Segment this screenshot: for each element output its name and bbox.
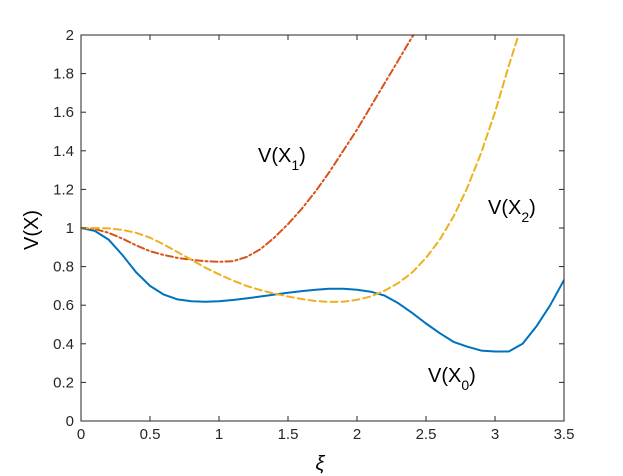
- axes: [80, 34, 565, 422]
- series-line-1: [81, 35, 415, 263]
- y-tick-label: 0.6: [53, 297, 74, 314]
- y-tick-label: 0: [66, 413, 74, 430]
- x-tick-label: 3.5: [554, 426, 575, 443]
- y-tick-label: 1.8: [53, 66, 74, 83]
- y-tick-label: 1.6: [53, 104, 74, 121]
- y-tick-label: 1: [66, 220, 74, 237]
- x-tick-label: 2.5: [416, 426, 437, 443]
- x-tick-label: 0: [77, 426, 85, 443]
- x-tick-label: 1.5: [278, 426, 299, 443]
- series-line-2: [81, 35, 520, 303]
- y-axis-label: V(X): [21, 210, 43, 250]
- series-label-x0: V(X0): [428, 365, 476, 393]
- y-tick-label: 1.2: [53, 181, 74, 198]
- y-tick-label: 1.4: [53, 143, 74, 160]
- x-tick-label: 2: [353, 426, 361, 443]
- y-tick-label: 0.8: [53, 259, 74, 276]
- y-tick-label: 2: [66, 27, 74, 44]
- x-tick-label: 0.5: [140, 426, 161, 443]
- plot-background: [81, 35, 564, 421]
- series-label-x1: V(X1): [258, 145, 306, 173]
- series-layer: [81, 35, 564, 353]
- x-tick-label: 3: [491, 426, 499, 443]
- x-tick-label: 1: [215, 426, 223, 443]
- tick-labels: 0 0.5 1 1.5 2 2.5 3 3.5 0 0.2 0.4 0.6 0.8 1 1.2 1.4 1.6 1…: [53, 27, 574, 443]
- series-label-x2: V(X2): [488, 197, 536, 225]
- y-tick-label: 0.2: [53, 374, 74, 391]
- series-line-0: [81, 227, 564, 353]
- y-tick-label: 0.4: [53, 336, 74, 353]
- plot-area: [81, 35, 564, 421]
- x-axis-label: ξ: [316, 453, 326, 475]
